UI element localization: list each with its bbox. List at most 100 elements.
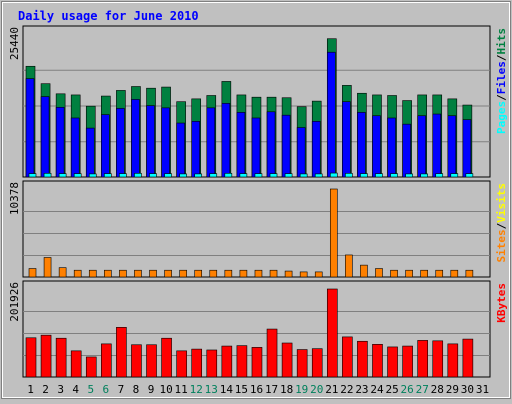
x-tick-label: 22 xyxy=(340,383,353,396)
legend-entry: Hits xyxy=(495,28,508,55)
bar-files-day-15 xyxy=(236,112,246,178)
x-tick-label: 25 xyxy=(385,383,398,396)
bar-files-day-29 xyxy=(447,115,457,178)
bar-visits-day-20 xyxy=(314,271,323,278)
x-tick-label: 26 xyxy=(401,383,414,396)
bar-pages-day-28 xyxy=(435,173,444,178)
bar-visits-day-17 xyxy=(269,269,278,278)
bar-visits-day-16 xyxy=(254,269,263,278)
bar-kbytes-day-13 xyxy=(206,349,218,378)
bar-kbytes-day-7 xyxy=(116,327,127,378)
bar-visits-day-15 xyxy=(239,269,248,278)
bar-files-day-14 xyxy=(221,103,231,178)
x-tick-label: 2 xyxy=(42,383,49,396)
bar-files-day-13 xyxy=(206,107,216,178)
bar-pages-day-6 xyxy=(104,173,112,178)
bar-files-day-4 xyxy=(70,117,80,178)
x-tick-label: 30 xyxy=(461,383,474,396)
legend-entry: / xyxy=(495,222,508,229)
bar-visits-day-18 xyxy=(284,270,293,278)
x-tick-label: 13 xyxy=(205,383,218,396)
bar-files-day-16 xyxy=(251,117,261,178)
bar-files-day-6 xyxy=(101,114,110,178)
x-tick-label: 20 xyxy=(310,383,323,396)
bar-pages-day-9 xyxy=(149,173,157,178)
bar-visits-day-22 xyxy=(345,254,353,278)
legend-entry: / xyxy=(495,54,508,61)
bar-visits-day-12 xyxy=(194,269,203,278)
panel-sites-ymax-label: 10378 xyxy=(8,182,21,215)
bar-pages-day-5 xyxy=(88,173,97,178)
bar-kbytes-day-4 xyxy=(70,350,82,378)
bar-files-day-27 xyxy=(417,115,426,178)
bar-files-day-1 xyxy=(25,78,35,178)
bar-visits-day-3 xyxy=(58,267,67,278)
bar-pages-day-20 xyxy=(314,173,323,178)
bar-kbytes-day-11 xyxy=(176,350,187,378)
bar-visits-day-10 xyxy=(164,269,172,278)
legend-entry: Sites xyxy=(495,229,508,262)
bar-visits-day-14 xyxy=(224,269,233,278)
bar-pages-day-15 xyxy=(239,173,248,178)
bar-kbytes-day-5 xyxy=(85,356,97,378)
bar-pages-day-21 xyxy=(329,172,338,178)
bar-files-day-9 xyxy=(146,105,155,178)
bar-files-day-11 xyxy=(176,122,185,178)
panel-sites-frame xyxy=(22,180,491,278)
panel-kbytes-ymax-label: 201926 xyxy=(8,282,21,322)
bar-pages-day-1 xyxy=(28,173,37,178)
x-tick-label: 7 xyxy=(118,383,125,396)
bar-files-day-24 xyxy=(372,115,381,178)
panel-hits-ymax-label: 25440 xyxy=(8,27,21,60)
bar-files-day-3 xyxy=(55,106,65,178)
bar-kbytes-day-28 xyxy=(432,340,444,378)
bar-pages-day-8 xyxy=(134,173,142,178)
bar-files-day-28 xyxy=(432,113,442,178)
bar-files-day-26 xyxy=(402,123,411,178)
x-tick-label: 4 xyxy=(72,383,79,396)
bar-pages-day-3 xyxy=(58,173,67,178)
bar-pages-day-14 xyxy=(224,173,233,178)
bar-kbytes-day-18 xyxy=(281,342,293,378)
x-tick-label: 11 xyxy=(175,383,188,396)
bar-visits-day-29 xyxy=(450,269,459,278)
bar-kbytes-day-22 xyxy=(342,336,353,378)
bar-visits-day-1 xyxy=(28,268,37,278)
bar-pages-day-30 xyxy=(465,173,474,178)
bar-pages-day-10 xyxy=(164,173,172,178)
legend-entry: Files xyxy=(495,61,508,94)
x-tick-label: 1 xyxy=(27,383,34,396)
x-tick-label: 29 xyxy=(446,383,459,396)
bar-visits-day-19 xyxy=(299,271,308,278)
x-tick-label: 15 xyxy=(235,383,248,396)
bar-files-day-21 xyxy=(326,51,336,178)
bar-files-day-17 xyxy=(266,111,276,178)
bar-visits-day-4 xyxy=(73,269,82,278)
bar-visits-day-9 xyxy=(149,269,157,278)
bar-files-day-25 xyxy=(387,117,396,178)
x-tick-label: 19 xyxy=(295,383,308,396)
bar-visits-day-11 xyxy=(179,269,187,278)
bar-kbytes-day-6 xyxy=(101,343,112,378)
bar-kbytes-day-26 xyxy=(402,345,413,378)
chart-frame-inner xyxy=(2,2,510,398)
bar-kbytes-day-3 xyxy=(55,337,67,378)
bar-visits-day-25 xyxy=(390,269,398,278)
bar-kbytes-day-14 xyxy=(221,345,233,378)
bar-visits-day-28 xyxy=(435,269,444,278)
bar-visits-day-13 xyxy=(209,269,218,278)
x-tick-label: 5 xyxy=(87,383,94,396)
bar-files-day-12 xyxy=(191,121,201,178)
bar-visits-day-5 xyxy=(88,269,97,278)
bar-kbytes-day-16 xyxy=(251,347,263,378)
bar-pages-day-25 xyxy=(390,173,398,178)
bar-kbytes-day-30 xyxy=(462,338,474,378)
bar-files-day-22 xyxy=(342,101,351,178)
x-tick-label: 10 xyxy=(159,383,172,396)
bar-pages-day-12 xyxy=(194,173,203,178)
bar-visits-day-21 xyxy=(329,188,338,278)
bar-visits-day-8 xyxy=(134,269,142,278)
legend-entry: / xyxy=(495,94,508,101)
